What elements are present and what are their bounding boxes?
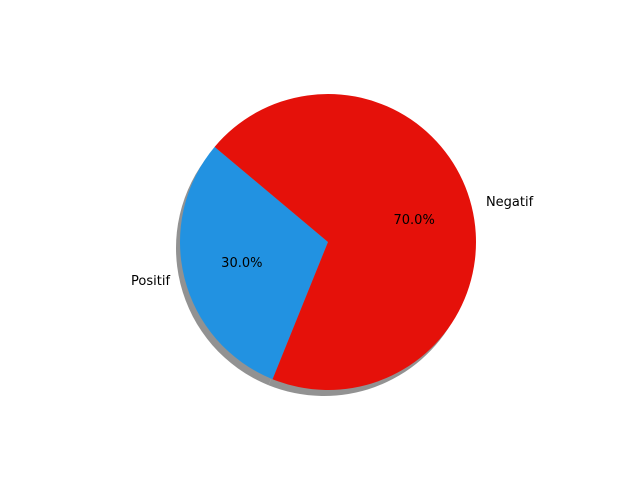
pie-category-label-negatif: Negatif: [486, 195, 534, 210]
pie-slice-positif: [179, 146, 328, 380]
pie-percent-label-negatif: 70.0%: [394, 213, 435, 228]
pie-category-label-positif: Positif: [131, 274, 170, 289]
pie-label-layer: Positif 30.0% Negatif 70.0%: [131, 195, 534, 289]
pie-slice-layer: [179, 94, 476, 390]
pie-percent-label-positif: 30.0%: [221, 256, 262, 271]
pie-slice-negatif: [214, 94, 476, 390]
